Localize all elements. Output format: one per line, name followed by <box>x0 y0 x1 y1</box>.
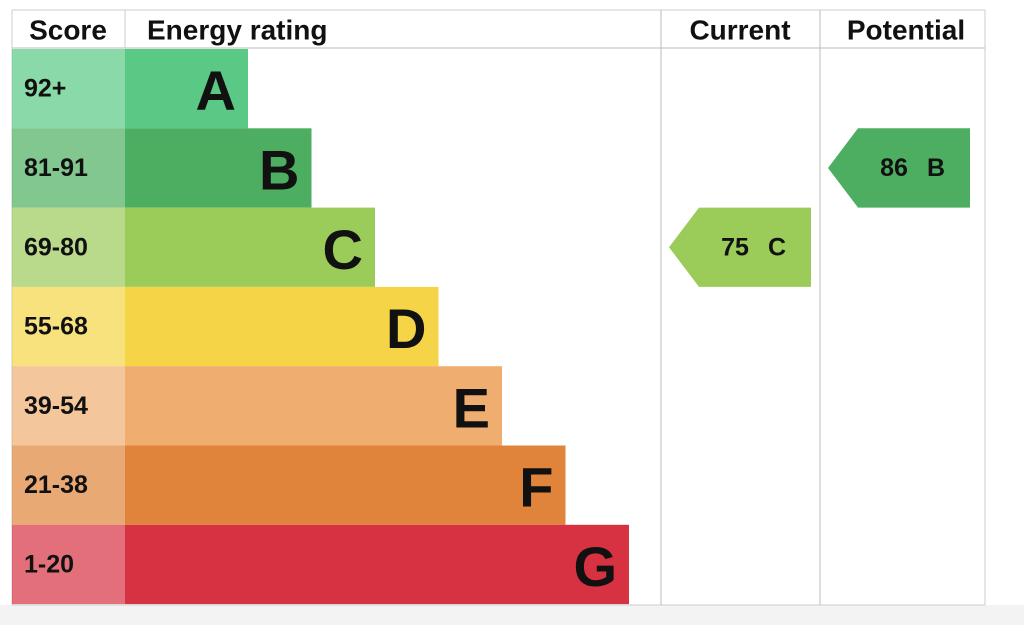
band-letter: B <box>259 138 299 201</box>
band-letter: E <box>453 376 490 439</box>
band-bar <box>125 207 375 287</box>
band-bar <box>125 366 502 446</box>
band-letter: D <box>386 297 426 360</box>
band-bar <box>125 49 248 129</box>
band-bar <box>125 128 312 208</box>
score-cell <box>12 524 125 605</box>
header-current: Current <box>689 15 790 46</box>
score-cell <box>12 286 125 367</box>
band-letter: C <box>323 218 363 281</box>
band-score: 1-20 <box>24 550 74 578</box>
rating-arrow <box>828 128 970 208</box>
band-bar <box>125 445 566 525</box>
score-cell <box>12 366 125 446</box>
band-bar <box>125 524 629 605</box>
band-score: 39-54 <box>24 392 88 420</box>
table: Score Energy rating Current Potential <box>11 9 986 606</box>
header-potential: Potential <box>847 15 965 46</box>
band-bar <box>125 286 439 367</box>
header-rating: Energy rating <box>147 15 327 46</box>
band-score: 55-68 <box>24 313 88 341</box>
band-letter: G <box>573 535 617 598</box>
header-score: Score <box>29 15 107 46</box>
rating-value: 75 <box>721 233 749 261</box>
rating-letter: C <box>768 233 786 261</box>
score-cell <box>12 49 125 129</box>
band-letter: A <box>196 59 236 122</box>
rating-value: 86 <box>880 154 908 182</box>
footer-strip <box>0 605 1024 625</box>
band-score: 92+ <box>24 75 66 103</box>
rating-letter: B <box>927 154 945 182</box>
score-cell <box>12 207 125 287</box>
score-cell <box>12 128 125 208</box>
band-score: 69-80 <box>24 233 88 261</box>
band-score: 81-91 <box>24 154 88 182</box>
band-letter: F <box>519 456 553 519</box>
band-score: 21-38 <box>24 471 88 499</box>
score-cell <box>12 445 125 525</box>
rating-arrow <box>669 207 811 287</box>
